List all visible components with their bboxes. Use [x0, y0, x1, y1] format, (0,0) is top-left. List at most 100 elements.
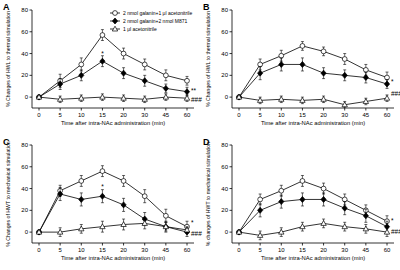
error-bar	[280, 185, 283, 196]
marker	[100, 169, 105, 174]
panel-label: B	[203, 2, 210, 12]
legend-marker	[112, 18, 117, 24]
error-bar	[186, 76, 189, 85]
marker	[342, 102, 347, 107]
marker	[79, 179, 84, 184]
legend-marker	[112, 26, 117, 31]
x-tick-label: 60	[184, 112, 191, 118]
marker	[36, 94, 41, 100]
legend: 2 nmol galanin+1 μl acetonitrile2 nmol g…	[110, 10, 192, 32]
x-tick	[239, 108, 240, 111]
x-tick	[165, 108, 166, 111]
marker	[163, 73, 168, 78]
y-tick	[30, 75, 33, 76]
x-tick-label: 5	[58, 247, 62, 253]
marker	[142, 221, 147, 226]
x-tick-label: 0	[37, 112, 41, 118]
marker	[36, 229, 41, 235]
y-tick	[230, 145, 233, 146]
marker	[79, 95, 84, 100]
x-tick-label: 5	[258, 247, 262, 253]
marker	[100, 58, 105, 64]
marker	[279, 229, 284, 234]
x-axis-label: Time after intra-NAc administration (min…	[261, 120, 365, 126]
marker	[79, 226, 84, 231]
marker	[300, 44, 305, 49]
y-tick-label: 80	[21, 142, 28, 148]
y-tick	[230, 166, 233, 167]
x-tick-label: 15	[99, 247, 106, 253]
x-tick	[60, 108, 61, 111]
series-line	[239, 64, 387, 97]
x-tick-label: 0	[237, 112, 241, 118]
x-tick-label: 15	[299, 247, 306, 253]
y-tick-label: 60	[221, 164, 228, 170]
y-tick-label: 40	[21, 51, 28, 57]
y-tick	[30, 188, 33, 189]
x-tick-label: 60	[184, 247, 191, 253]
x-axis-label: Time after intra-NAc administration (min…	[261, 255, 365, 261]
series-line	[39, 61, 187, 97]
y-tick-label: 60	[21, 164, 28, 170]
x-tick	[387, 108, 388, 111]
x-tick	[81, 108, 82, 111]
marker	[184, 95, 189, 100]
y-tick-label: 20	[21, 207, 28, 213]
marker	[279, 53, 284, 58]
x-tick	[187, 108, 188, 111]
y-tick	[230, 188, 233, 189]
marker	[279, 199, 284, 205]
x-tick-label: 30	[141, 247, 148, 253]
marker	[279, 188, 284, 193]
error-bar	[143, 59, 146, 70]
error-bar	[343, 54, 346, 65]
x-tick	[281, 108, 282, 111]
marker	[58, 191, 63, 197]
x-tick-label: 0	[37, 247, 41, 253]
marker	[184, 227, 189, 232]
marker	[257, 233, 262, 238]
y-tick-label: 20	[21, 72, 28, 78]
x-tick	[387, 243, 388, 246]
series-line	[39, 35, 187, 97]
error-bar	[101, 30, 104, 41]
x-tick	[102, 243, 103, 246]
annotation: *	[191, 219, 194, 226]
x-tick-label: 60	[384, 112, 391, 118]
annotation: *	[391, 78, 394, 85]
y-tick	[230, 210, 233, 211]
series-line	[239, 199, 387, 232]
x-tick-label: 15	[299, 112, 306, 118]
annotation: *	[391, 217, 394, 224]
y-axis	[232, 145, 233, 243]
x-tick	[281, 243, 282, 246]
error-bar	[80, 58, 83, 71]
x-tick	[365, 243, 366, 246]
y-tick	[30, 10, 33, 11]
panel-label: A	[3, 2, 10, 12]
x-axis	[232, 108, 394, 109]
y-axis-label: % Changes of HWL to thermal stimulation	[5, 11, 11, 107]
panel: B02040608005101520304560Time after intra…	[203, 2, 400, 126]
marker	[363, 75, 368, 81]
y-tick	[30, 53, 33, 54]
x-tick-label: 5	[58, 112, 62, 118]
error-bar	[101, 166, 104, 177]
series-line	[239, 46, 387, 97]
x-tick	[60, 243, 61, 246]
marker	[57, 229, 62, 234]
x-tick-label: 45	[163, 112, 170, 118]
x-tick	[165, 243, 166, 246]
marker	[384, 81, 389, 87]
y-tick	[230, 75, 233, 76]
annotation: ###	[391, 228, 400, 235]
marker	[142, 78, 147, 84]
marker	[142, 96, 147, 101]
x-tick	[39, 108, 40, 111]
marker	[79, 62, 84, 67]
y-axis-label: % changes of HWT to mechanical stimulati…	[205, 142, 211, 246]
y-tick	[30, 210, 33, 211]
series-line	[239, 223, 387, 235]
error-bar	[322, 47, 325, 56]
x-tick-label: 60	[384, 247, 391, 253]
